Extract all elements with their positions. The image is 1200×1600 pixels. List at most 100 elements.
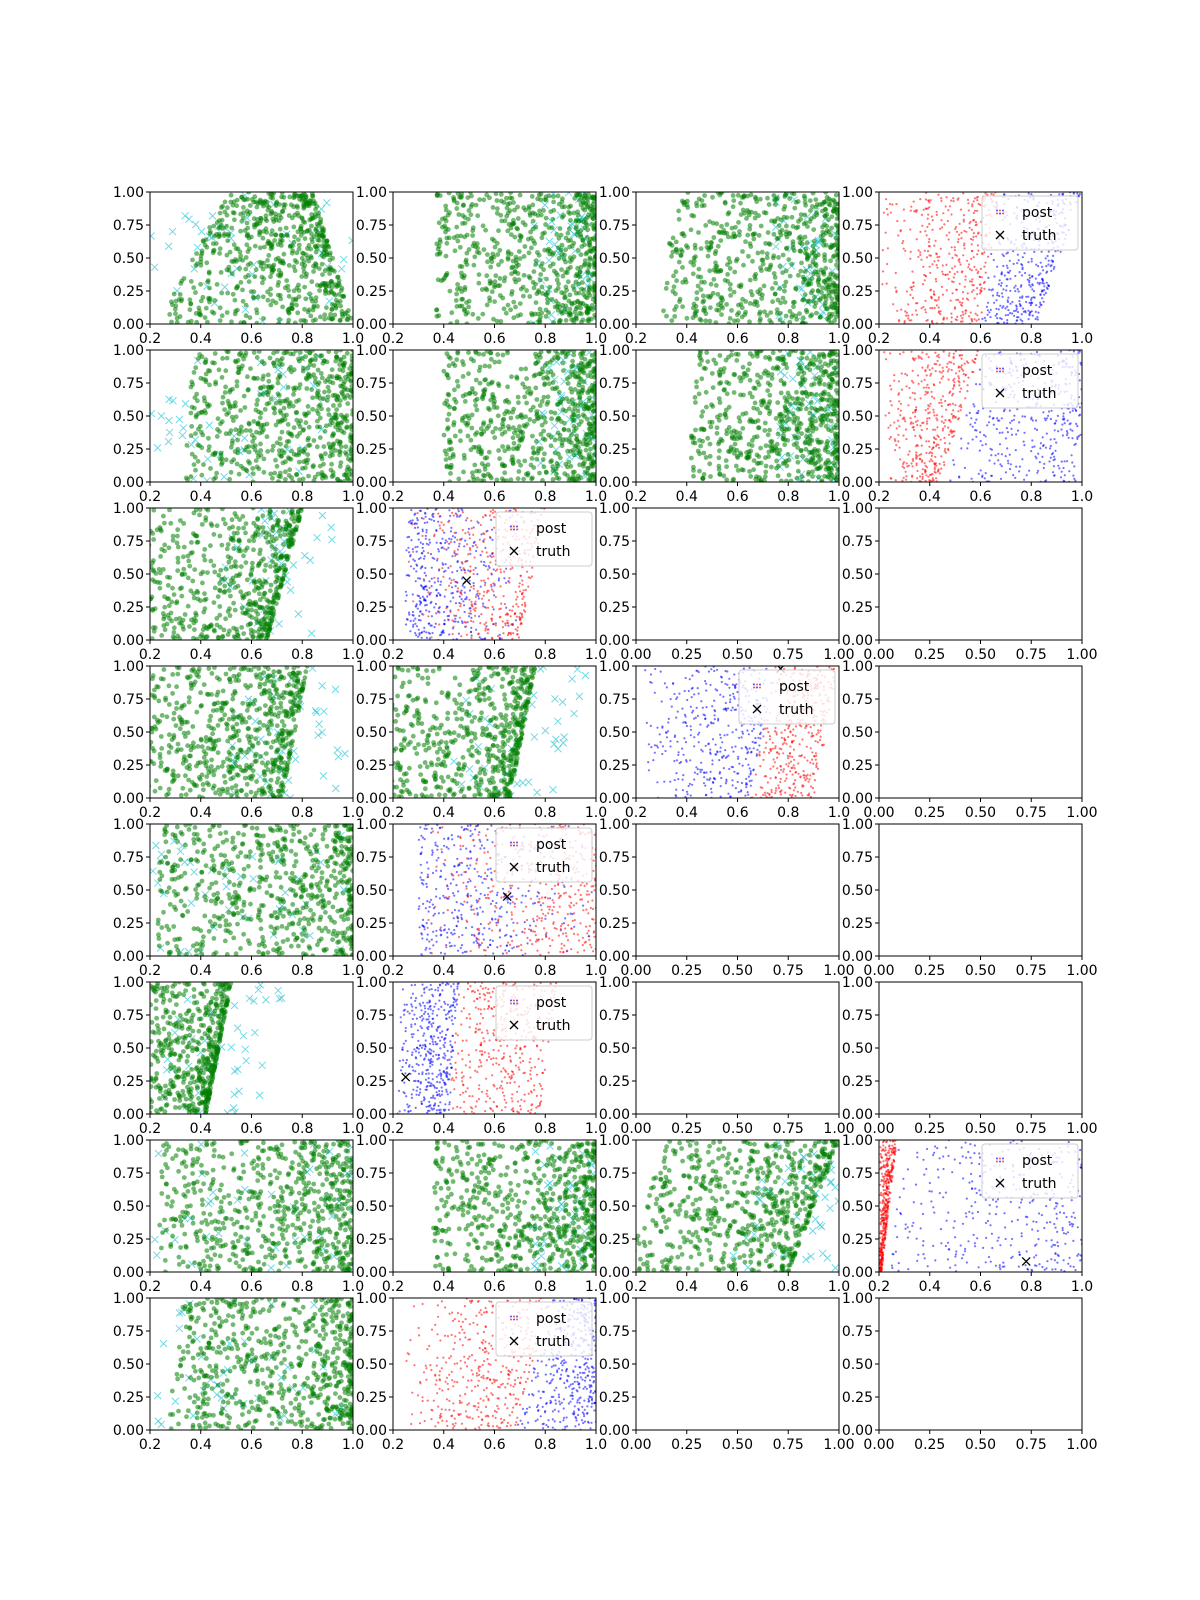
- predicted-point: [698, 246, 704, 252]
- x-tick-label: 0.8: [534, 489, 556, 505]
- posterior-sample-red: [949, 299, 952, 302]
- posterior-sample-blue: [1030, 298, 1033, 301]
- predicted-point: [798, 268, 804, 274]
- predicted-point: [810, 361, 815, 366]
- predicted-point: [775, 216, 781, 221]
- predicted-point: [545, 300, 550, 306]
- posterior-sample-red: [931, 228, 934, 231]
- predicted-point: [566, 427, 571, 433]
- predicted-point: [751, 458, 757, 463]
- predicted-point: [716, 308, 722, 313]
- predicted-point: [774, 441, 780, 447]
- predicted-point: [329, 307, 335, 312]
- predicted-point: [570, 447, 576, 453]
- predicted-point: [222, 390, 228, 395]
- predicted-point: [834, 238, 839, 243]
- predicted-point: [333, 416, 338, 421]
- predicted-point: [780, 252, 786, 258]
- predicted-point: [476, 468, 482, 474]
- predicted-point: [822, 258, 828, 263]
- posterior-sample-blue: [1002, 264, 1005, 268]
- predicted-point: [770, 299, 775, 305]
- predicted-point: [531, 285, 537, 291]
- predicted-point: [294, 203, 300, 209]
- posterior-sample-red: [976, 304, 979, 307]
- posterior-sample-red: [929, 288, 933, 291]
- posterior-sample-red: [910, 205, 913, 208]
- x-tick-label: 1.0: [828, 331, 850, 347]
- posterior-sample-red: [976, 195, 979, 198]
- predicted-point: [813, 263, 819, 268]
- predicted-point: [529, 245, 534, 251]
- predicted-point: [536, 319, 542, 324]
- predicted-point: [779, 417, 785, 422]
- predicted-point: [550, 386, 555, 391]
- posterior-sample-red: [962, 254, 965, 257]
- predicted-point: [505, 350, 510, 353]
- y-tick-label: 0.25: [113, 442, 144, 458]
- predicted-point: [218, 270, 224, 275]
- predicted-point: [750, 232, 756, 238]
- predicted-point: [555, 355, 561, 361]
- posterior-sample-blue: [1041, 289, 1044, 292]
- predicted-point: [696, 266, 702, 272]
- predicted-point: [307, 442, 313, 448]
- posterior-sample-red: [932, 290, 936, 293]
- predicted-point: [586, 288, 592, 293]
- predicted-point: [276, 321, 281, 324]
- predicted-point: [781, 382, 787, 387]
- predicted-point: [454, 206, 460, 211]
- predicted-point: [345, 314, 351, 319]
- y-tick-label: 0.00: [356, 317, 387, 333]
- posterior-sample-red: [961, 320, 964, 323]
- predicted-point: [821, 200, 827, 206]
- predicted-point: [319, 456, 325, 462]
- predicted-point: [531, 373, 537, 379]
- predicted-point: [505, 256, 511, 262]
- predicted-point: [747, 319, 752, 324]
- predicted-point: [673, 269, 679, 275]
- predicted-point: [743, 299, 749, 304]
- predicted-point: [694, 290, 700, 295]
- predicted-point: [746, 212, 752, 218]
- predicted-point: [333, 350, 339, 355]
- predicted-point: [500, 444, 505, 449]
- predicted-point: [740, 249, 745, 254]
- predicted-point: [196, 305, 202, 311]
- predicted-point: [752, 400, 758, 406]
- predicted-point: [445, 391, 451, 397]
- predicted-point: [678, 247, 684, 253]
- observed-point: [168, 227, 177, 236]
- predicted-point: [261, 384, 267, 390]
- predicted-point: [571, 428, 577, 434]
- predicted-point: [203, 377, 209, 383]
- predicted-point: [733, 351, 739, 357]
- predicted-point: [560, 196, 565, 202]
- predicted-point: [777, 317, 783, 323]
- predicted-point: [505, 444, 511, 450]
- posterior-sample-blue: [1044, 257, 1047, 260]
- predicted-point: [211, 223, 217, 229]
- predicted-point: [448, 462, 454, 468]
- predicted-point: [795, 199, 801, 204]
- predicted-point: [247, 203, 253, 208]
- predicted-point: [775, 236, 781, 241]
- predicted-point: [817, 297, 822, 303]
- predicted-point: [537, 208, 542, 214]
- posterior-sample-red: [895, 291, 898, 294]
- x-tick-label: 0.8: [1020, 331, 1042, 347]
- predicted-point: [227, 476, 233, 482]
- predicted-point: [461, 469, 466, 475]
- predicted-point: [534, 409, 540, 414]
- predicted-point: [823, 265, 829, 271]
- predicted-point: [309, 231, 314, 237]
- posterior-sample-blue: [995, 299, 998, 302]
- y-tick-label: 1.00: [356, 185, 387, 201]
- predicted-point: [731, 289, 737, 295]
- posterior-sample-red: [916, 209, 919, 212]
- predicted-point: [737, 375, 743, 380]
- predicted-point: [515, 433, 521, 439]
- predicted-point: [718, 238, 724, 244]
- predicted-point: [570, 358, 575, 364]
